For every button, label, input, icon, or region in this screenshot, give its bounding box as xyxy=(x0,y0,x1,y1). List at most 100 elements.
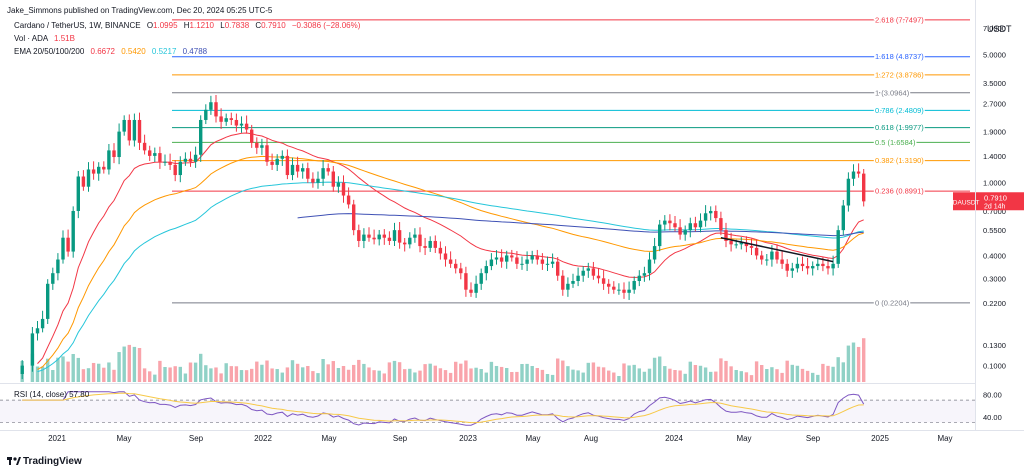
volume-bar xyxy=(637,368,641,382)
candle-body xyxy=(535,255,539,260)
candle-body xyxy=(668,220,672,224)
fib-level-label: 2.618 (7.7497) xyxy=(875,15,924,24)
price-axis[interactable]: 7.0000 5.0000 3.5000 2.7000 1.9000 1.4000 1.00… xyxy=(983,24,1006,371)
time-tick-label: May xyxy=(937,434,952,443)
rsi-tick-label: 80.00 xyxy=(983,391,1002,400)
volume-bar xyxy=(183,373,188,382)
candle-body xyxy=(637,275,641,282)
candle-body xyxy=(632,281,636,290)
volume-bar xyxy=(556,358,560,382)
candle-body xyxy=(484,266,488,274)
volume-bar xyxy=(428,363,432,382)
volume-bar xyxy=(520,364,524,382)
volume-bar xyxy=(413,372,417,382)
trendline[interactable] xyxy=(720,236,834,263)
volume-bar xyxy=(199,353,203,382)
fib-level-label: 1.618 (4.8737) xyxy=(875,52,924,61)
candle-body xyxy=(46,283,50,319)
candle-body xyxy=(311,178,315,183)
candle-body xyxy=(270,161,274,165)
volume-bar xyxy=(392,360,397,382)
volume-bar xyxy=(443,370,448,382)
volume-bar xyxy=(295,363,300,382)
candle-body xyxy=(372,237,376,240)
volume-bar xyxy=(627,365,631,382)
candle-body xyxy=(678,227,682,235)
candle-body xyxy=(413,234,417,238)
fib-level-label: 0.236 (0.8991) xyxy=(875,187,924,196)
ema-legend[interactable]: EMA 20/50/100/200 0.6672 0.5420 0.5217 0… xyxy=(14,46,207,57)
candle-body xyxy=(775,251,779,260)
volume-legend[interactable]: Vol · ADA 1.51B xyxy=(14,33,75,44)
volume-bar xyxy=(821,363,825,382)
candle-body xyxy=(102,166,106,170)
price-tick-label: 0.5500 xyxy=(983,226,1006,235)
volume-bar xyxy=(719,358,723,382)
volume-bar xyxy=(321,359,325,382)
volume-bar xyxy=(841,362,845,382)
fib-level-label: 0.786 (2.4809) xyxy=(875,106,924,115)
volume-bar xyxy=(285,367,290,382)
volume-bar xyxy=(642,371,647,382)
candle-body xyxy=(214,102,218,117)
volume-bar xyxy=(173,366,177,382)
ohlc-change: −0.3086 (−28.06%) xyxy=(291,21,361,30)
price-tick-label: 0.3000 xyxy=(983,274,1006,283)
fib-level-label: 0.618 (1.9977) xyxy=(875,123,924,132)
candle-body xyxy=(790,268,794,271)
fibonacci-retracement[interactable]: 0 (0.2204) 0.236 (0.8991) 0.382 (1.3190) 0.… xyxy=(172,14,970,309)
candle-body xyxy=(505,255,509,262)
ema200-line xyxy=(297,213,864,237)
volume-bar xyxy=(178,366,182,382)
volume-bar xyxy=(510,372,514,382)
candle-body xyxy=(800,263,805,267)
volume-bar xyxy=(734,370,738,382)
volume-bar xyxy=(265,360,269,382)
ohlc-high: 1.1210 xyxy=(189,21,214,30)
candle-body xyxy=(856,171,861,174)
volume-bar xyxy=(331,361,335,382)
volume-bar xyxy=(607,370,611,382)
volume-bar xyxy=(418,370,422,382)
volume-bar xyxy=(306,366,310,382)
candle-body xyxy=(714,210,718,219)
volume-bar xyxy=(102,367,106,382)
candle-body xyxy=(510,255,514,258)
candle-body xyxy=(821,263,825,267)
candle-body xyxy=(566,283,570,290)
ohlc-close-label: C xyxy=(255,21,262,30)
time-tick-label: May xyxy=(736,434,751,443)
candle-body xyxy=(275,158,279,165)
volume-bar xyxy=(545,374,550,382)
candle-body xyxy=(112,150,116,158)
volume-bar xyxy=(209,368,213,382)
candle-body xyxy=(173,164,177,176)
candle-body xyxy=(520,263,524,265)
candle-body xyxy=(571,281,575,284)
candle-body xyxy=(515,257,519,264)
fib-level-label: 1.272 (3.8786) xyxy=(875,70,924,79)
candle-body xyxy=(811,266,815,269)
candle-body xyxy=(617,289,621,291)
volume-bar xyxy=(132,346,137,382)
volume-bar xyxy=(86,368,91,382)
volume-bar xyxy=(464,360,468,382)
price-tick-label: 0.7000 xyxy=(983,207,1006,216)
time-axis[interactable]: 2021 May Sep 2022 May Sep 2023 May Aug 2024 May Sep… xyxy=(48,434,952,443)
candle-body xyxy=(841,205,845,231)
candle-body xyxy=(607,283,611,287)
volume-label: Vol · ADA xyxy=(14,34,48,43)
volume-bar xyxy=(56,357,60,382)
candle-body xyxy=(97,166,101,174)
candle-body xyxy=(433,240,437,248)
symbol-info[interactable]: Cardano / TetherUS, 1W, BINANCE O1.0995 … xyxy=(14,20,360,31)
rsi-legend[interactable]: RSI (14, close) 57.80 xyxy=(14,390,90,399)
volume-bar xyxy=(280,372,284,382)
volume-bar xyxy=(576,370,580,382)
volume-bar xyxy=(239,370,244,382)
volume-bar xyxy=(851,342,856,382)
candle-body xyxy=(132,119,137,141)
time-tick-label: Aug xyxy=(584,434,598,443)
